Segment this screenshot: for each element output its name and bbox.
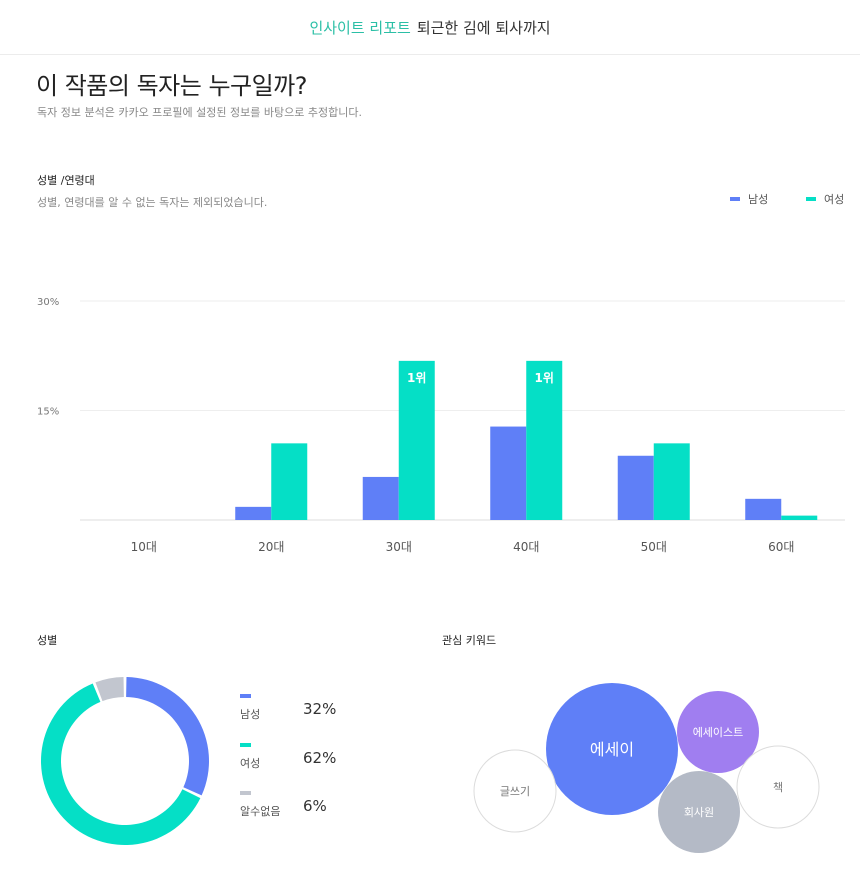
age-section-note: 성별, 연령대를 알 수 없는 독자는 제외되었습니다. — [37, 196, 268, 209]
x-tick-label: 30대 — [386, 540, 412, 554]
report-label: 인사이트 리포트 — [309, 18, 411, 37]
gender-female-label: 여성 — [240, 757, 261, 770]
x-tick-label: 20대 — [258, 540, 284, 554]
legend-female: 여성 — [806, 191, 844, 207]
gender-unknown-value: 6% — [303, 797, 327, 815]
keyword-bubble — [546, 683, 678, 815]
bar-annotation: 1위 — [535, 371, 554, 385]
bar — [617, 455, 654, 520]
bar — [781, 515, 818, 520]
donut-slice — [95, 677, 124, 702]
age-bar-chart: 30% 15% 10대 20대 1위 30대 1위 40대 50대 60대 — [37, 297, 845, 554]
keyword-label: 글쓰기 — [500, 785, 530, 798]
gender-donut-chart — [40, 677, 209, 845]
legend-female-swatch — [806, 197, 816, 201]
gender-unknown-swatch — [240, 791, 251, 795]
bar — [271, 443, 308, 520]
x-tick-label: 60대 — [768, 540, 794, 554]
gender-female-swatch — [240, 743, 251, 747]
bar — [745, 498, 782, 520]
y-tick-label: 15% — [37, 407, 59, 418]
donut-slice — [126, 677, 209, 796]
page-title: 이 작품의 독자는 누구일까? — [36, 72, 308, 100]
book-title: 퇴근한 김에 퇴사까지 — [416, 18, 551, 37]
keyword-section-label: 관심 키워드 — [442, 634, 497, 647]
gender-section-label: 성별 — [37, 634, 58, 647]
x-tick-label: 10대 — [131, 540, 157, 554]
bar — [653, 443, 690, 520]
keyword-bubble — [658, 771, 740, 853]
keyword-bubble — [677, 691, 759, 773]
y-tick-label: 30% — [37, 297, 59, 308]
page-subtitle: 독자 정보 분석은 카카오 프로필에 설정된 정보를 바탕으로 추정합니다. — [37, 106, 362, 119]
x-tick-label: 50대 — [641, 540, 667, 554]
keyword-label: 에세이 — [590, 740, 634, 759]
bar — [362, 476, 399, 520]
gender-unknown-label: 알수없음 — [240, 805, 281, 818]
keyword-label: 회사원 — [684, 806, 714, 819]
keyword-label: 에세이스트 — [693, 726, 744, 739]
gender-legend-female: 여성 62% — [240, 743, 360, 783]
keyword-bubble — [736, 745, 820, 829]
x-tick-label: 40대 — [513, 540, 539, 554]
keyword-bubble — [473, 749, 557, 833]
legend-male-label: 남성 — [748, 193, 769, 206]
legend-female-label: 여성 — [824, 193, 845, 206]
age-section-label: 성별 /연령대 — [37, 174, 95, 187]
gender-legend-male: 남성 32% — [240, 694, 360, 734]
bar-annotation: 1위 — [407, 371, 426, 385]
gender-male-swatch — [240, 694, 251, 698]
keyword-label: 책 — [773, 781, 783, 794]
gender-male-label: 남성 — [240, 708, 261, 721]
bar — [235, 506, 272, 520]
bar — [398, 360, 435, 520]
bar — [526, 360, 563, 520]
gender-legend-unknown: 알수없음 6% — [240, 791, 360, 831]
bar — [490, 426, 527, 520]
legend-male-swatch — [730, 197, 740, 201]
gender-female-value: 62% — [303, 749, 337, 767]
legend-male: 남성 — [730, 191, 768, 207]
top-bar: 인사이트 리포트 퇴근한 김에 퇴사까지 — [0, 0, 860, 55]
gender-male-value: 32% — [303, 700, 337, 718]
